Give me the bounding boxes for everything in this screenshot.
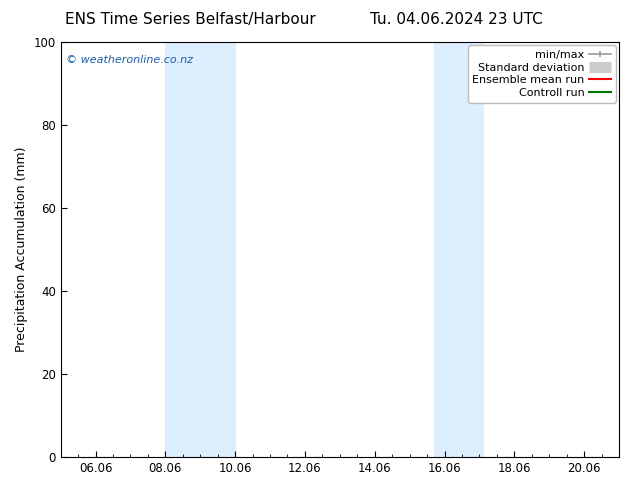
Y-axis label: Precipitation Accumulation (mm): Precipitation Accumulation (mm) (15, 147, 28, 352)
Text: © weatheronline.co.nz: © weatheronline.co.nz (66, 54, 193, 65)
Bar (165, 42, 235, 457)
Bar (434, 42, 483, 457)
Text: ENS Time Series Belfast/Harbour: ENS Time Series Belfast/Harbour (65, 12, 316, 27)
Text: Tu. 04.06.2024 23 UTC: Tu. 04.06.2024 23 UTC (370, 12, 543, 27)
Legend: min/max, Standard deviation, Ensemble mean run, Controll run: min/max, Standard deviation, Ensemble me… (468, 46, 616, 102)
